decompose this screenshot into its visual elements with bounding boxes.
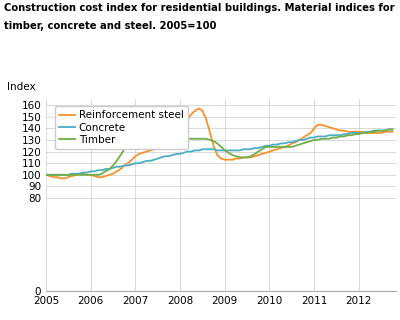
Concrete <box>178 152 182 156</box>
Concrete <box>386 128 391 132</box>
Text: Construction cost index for residential buildings. Material indices for: Construction cost index for residential … <box>4 3 395 13</box>
Reinforcement steel <box>136 152 141 156</box>
Text: Index: Index <box>8 82 36 92</box>
Concrete <box>189 150 194 154</box>
Timber <box>252 152 257 156</box>
Reinforcement steel <box>44 173 48 177</box>
Timber <box>386 128 391 132</box>
Reinforcement steel <box>260 152 264 156</box>
Timber <box>304 140 309 144</box>
Timber <box>390 128 395 132</box>
Concrete <box>133 161 138 165</box>
Line: Timber: Timber <box>46 130 392 175</box>
Concrete <box>252 146 257 150</box>
Concrete <box>44 173 48 177</box>
Reinforcement steel <box>181 124 186 128</box>
Reinforcement steel <box>58 176 63 180</box>
Timber <box>189 137 194 141</box>
Timber <box>103 169 108 173</box>
Line: Reinforcement steel: Reinforcement steel <box>46 108 392 178</box>
Reinforcement steel <box>390 130 395 134</box>
Text: timber, concrete and steel. 2005=100: timber, concrete and steel. 2005=100 <box>4 21 216 31</box>
Reinforcement steel <box>196 107 201 110</box>
Concrete <box>103 167 108 171</box>
Timber <box>133 134 138 138</box>
Timber <box>178 137 182 141</box>
Concrete <box>304 137 309 141</box>
Line: Concrete: Concrete <box>46 130 392 175</box>
Concrete <box>390 128 395 132</box>
Legend: Reinforcement steel, Concrete, Timber: Reinforcement steel, Concrete, Timber <box>55 106 188 149</box>
Reinforcement steel <box>192 109 197 113</box>
Reinforcement steel <box>312 126 316 130</box>
Timber <box>44 173 48 177</box>
Reinforcement steel <box>107 173 112 177</box>
